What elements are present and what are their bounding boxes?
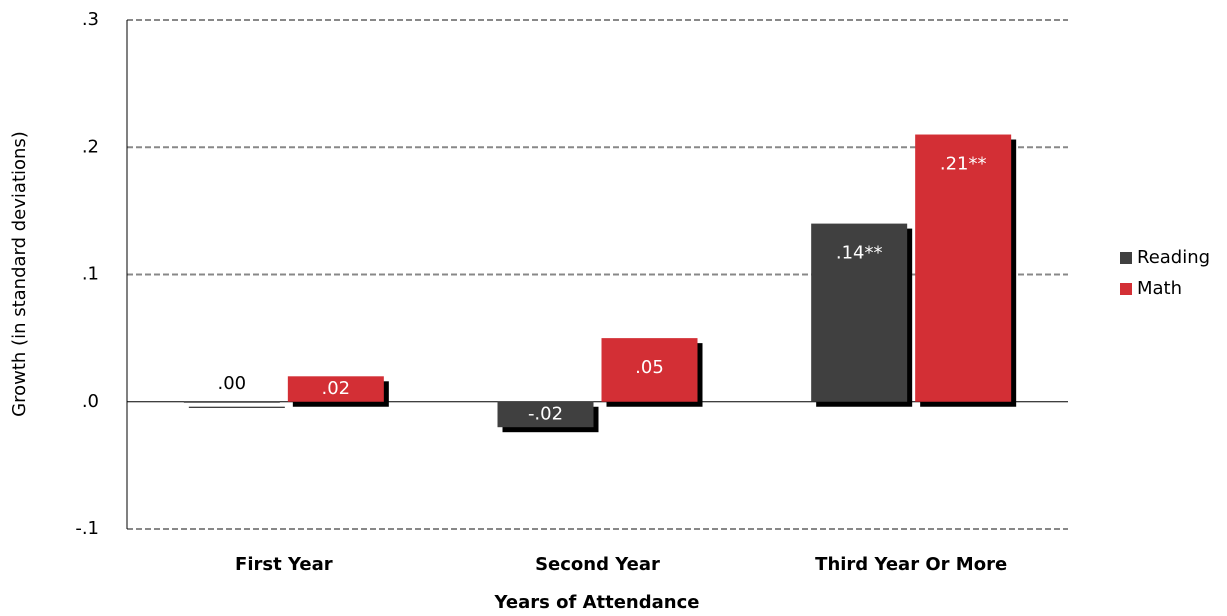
value-label: .02 <box>322 378 351 399</box>
value-label: .21** <box>940 154 987 175</box>
bar <box>915 134 1012 402</box>
value-label: .05 <box>635 357 664 378</box>
y-tick-label: .2 <box>82 136 99 157</box>
legend-label: Math <box>1137 278 1182 299</box>
value-label: .14** <box>836 243 883 264</box>
value-label: .00 <box>218 373 247 394</box>
x-tick-label: First Year <box>235 554 333 575</box>
y-tick-label: .0 <box>82 391 99 412</box>
x-axis-title: Years of Attendance <box>494 592 700 613</box>
bar <box>497 401 594 428</box>
bar-shadow <box>188 406 285 408</box>
x-tick-label: Second Year <box>535 554 660 575</box>
bar <box>811 223 908 402</box>
y-tick-label: -.1 <box>75 518 99 539</box>
y-tick-label: .1 <box>82 264 99 285</box>
bar <box>183 401 280 403</box>
bar <box>287 376 384 402</box>
y-tick-label: .3 <box>82 9 99 30</box>
bar <box>601 338 698 402</box>
x-tick-label: Third Year Or More <box>815 554 1007 575</box>
legend-label: Reading <box>1137 247 1210 268</box>
legend-swatch <box>1120 252 1132 264</box>
y-axis-title: Growth (in standard deviations) <box>9 131 30 417</box>
legend-swatch <box>1120 283 1132 295</box>
value-label: -.02 <box>528 403 563 424</box>
